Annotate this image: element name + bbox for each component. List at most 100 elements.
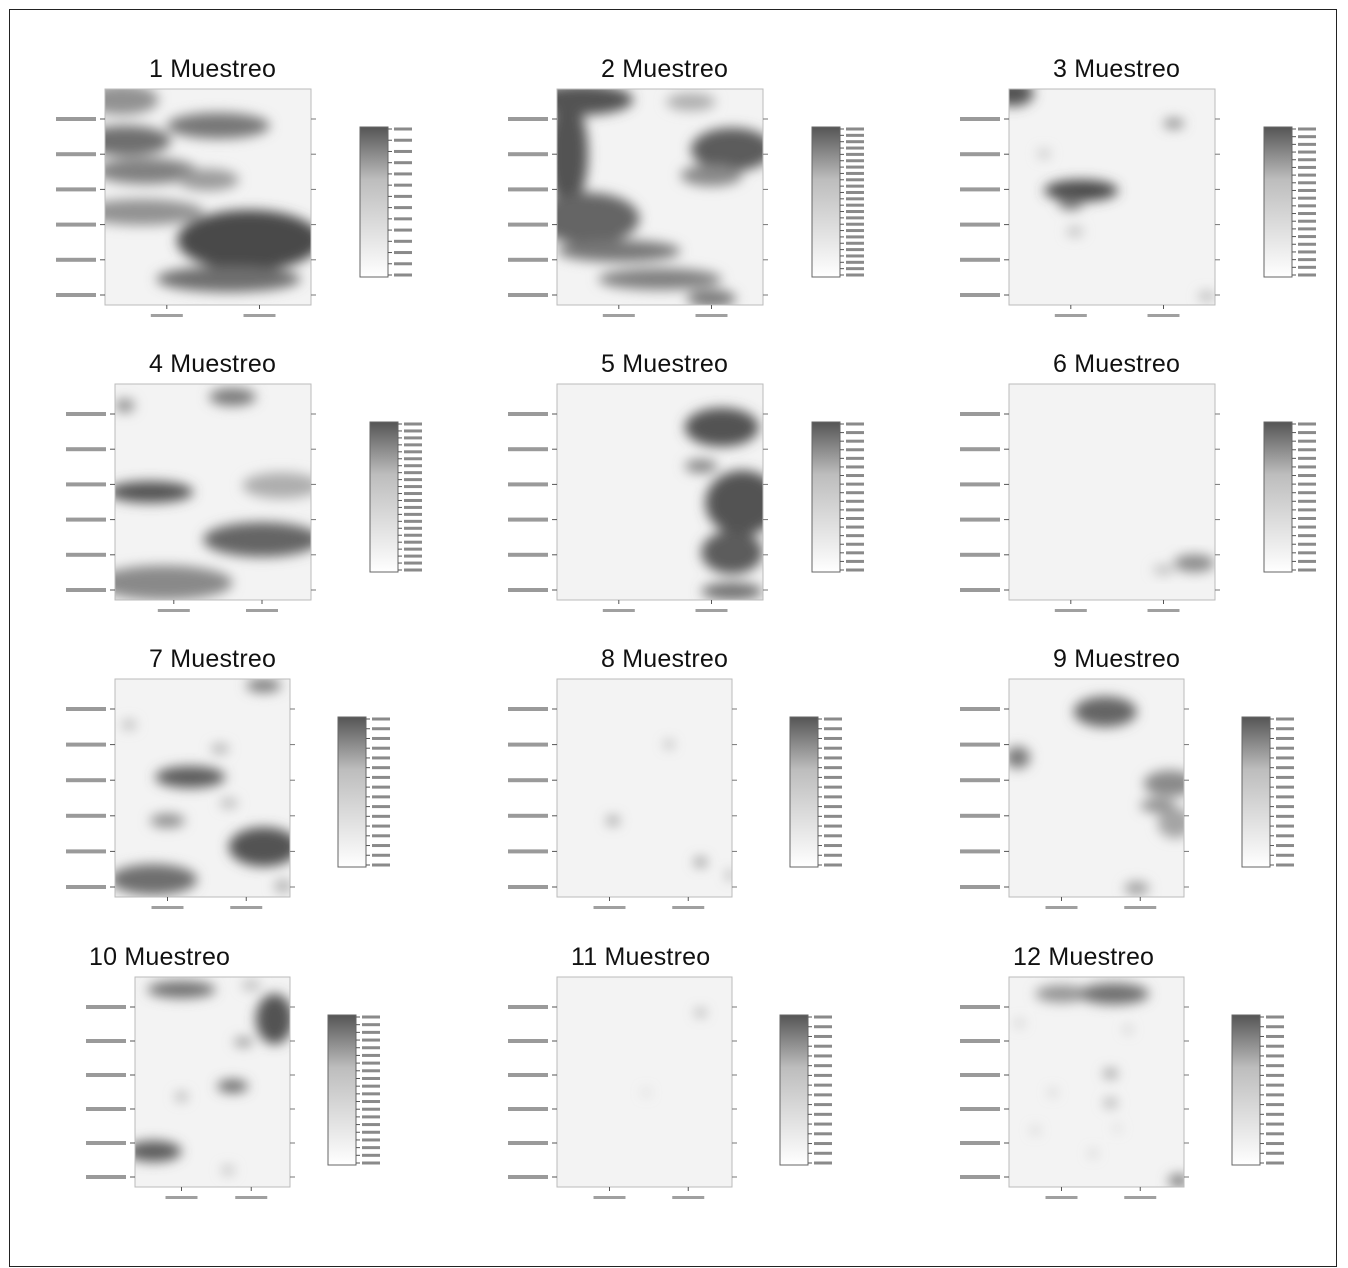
heatmap-plot bbox=[960, 88, 1220, 317]
colorbar-tick-label bbox=[846, 482, 864, 486]
colorbar-tick-label bbox=[394, 172, 412, 176]
colorbar-gradient bbox=[1231, 1014, 1261, 1166]
y-tick-label bbox=[66, 588, 106, 592]
colorbar-tick-label bbox=[362, 1046, 380, 1050]
heatmap-plot bbox=[86, 976, 295, 1199]
colorbar-tick-label bbox=[1298, 448, 1316, 452]
colorbar bbox=[1241, 716, 1294, 868]
colorbar-tick-label bbox=[394, 194, 412, 198]
colorbar-tick-label bbox=[372, 844, 390, 848]
colorbar-tick-label bbox=[1276, 775, 1294, 779]
colorbar-tick-label bbox=[1298, 150, 1316, 154]
y-tick-label bbox=[960, 1073, 1000, 1077]
heat-blob bbox=[686, 289, 737, 305]
colorbar-tick-label bbox=[814, 1132, 832, 1136]
heat-blob bbox=[1114, 1125, 1121, 1132]
y-tick-label bbox=[960, 257, 1000, 262]
colorbar-tick-label bbox=[814, 1093, 832, 1097]
y-tick-label bbox=[508, 1141, 548, 1145]
x-tick-label bbox=[246, 609, 278, 612]
heat-blob bbox=[115, 565, 233, 600]
panel-7: 7 Muestreo bbox=[1, 591, 453, 909]
y-tick-label bbox=[960, 293, 1000, 297]
colorbar-tick-label bbox=[1298, 250, 1316, 254]
plot-frame bbox=[134, 976, 291, 1188]
plot-background bbox=[1009, 89, 1215, 305]
colorbar-tick-label bbox=[1298, 188, 1316, 192]
colorbar-tick-label bbox=[1298, 235, 1316, 239]
colorbar-tick-label bbox=[824, 775, 842, 779]
y-tick-label bbox=[960, 742, 1000, 747]
plot-frame bbox=[1008, 678, 1185, 898]
heat-blob bbox=[115, 481, 194, 503]
colorbar-tick-label bbox=[1266, 1161, 1284, 1165]
heat-blob bbox=[1037, 149, 1051, 159]
colorbar-tick-label bbox=[394, 217, 412, 221]
colorbar-tick-label bbox=[814, 1103, 832, 1107]
colorbar-tick-label bbox=[846, 152, 864, 156]
colorbar-tick-label bbox=[404, 554, 422, 558]
heat-blob bbox=[1163, 119, 1185, 128]
plot-frame bbox=[556, 976, 733, 1188]
colorbar-tick-label bbox=[1266, 1034, 1284, 1038]
colorbar-tick-label bbox=[1298, 422, 1316, 426]
colorbar-tick-label bbox=[362, 1107, 380, 1111]
colorbar-tick-label bbox=[372, 756, 390, 760]
colorbar-tick-label bbox=[372, 824, 390, 828]
y-tick-label bbox=[960, 1175, 1000, 1179]
colorbar bbox=[1231, 1014, 1284, 1166]
heat-blob bbox=[680, 164, 743, 187]
y-tick-label bbox=[86, 1141, 126, 1145]
heat-blob bbox=[241, 981, 261, 990]
y-tick-label bbox=[56, 117, 96, 121]
colorbar-tick-label bbox=[846, 267, 864, 271]
panel-11: 11 Muestreo bbox=[453, 889, 905, 1199]
heat-blob bbox=[1173, 554, 1215, 572]
colorbar-tick-label bbox=[1276, 717, 1294, 721]
colorbar-tick-label bbox=[814, 1142, 832, 1146]
x-tick-label bbox=[672, 1196, 705, 1199]
colorbar-tick-label bbox=[404, 471, 422, 475]
heat-blob bbox=[150, 814, 185, 828]
colorbar-tick-label bbox=[394, 138, 412, 142]
y-tick-label bbox=[960, 517, 1000, 522]
heatmap-plot bbox=[508, 976, 737, 1199]
colorbar-tick-label bbox=[1266, 1044, 1284, 1048]
colorbar-tick-label bbox=[846, 254, 864, 258]
heatmap-plot bbox=[66, 383, 316, 612]
x-tick-label bbox=[157, 609, 190, 612]
colorbar-tick-label bbox=[814, 1044, 832, 1048]
colorbar-tick-label bbox=[1298, 204, 1316, 208]
y-tick-label bbox=[508, 885, 548, 889]
colorbar-tick-label bbox=[814, 1073, 832, 1077]
heatmap-plot bbox=[508, 88, 768, 317]
colorbar-tick-label bbox=[846, 178, 864, 182]
y-tick-label bbox=[66, 552, 106, 557]
colorbar-tick-label bbox=[824, 756, 842, 760]
colorbar-tick-label bbox=[404, 533, 422, 537]
colorbar-tick-label bbox=[1276, 814, 1294, 818]
panel-6: 6 Muestreo bbox=[905, 296, 1348, 612]
heat-blob bbox=[1124, 881, 1149, 895]
panel-title: 4 Muestreo bbox=[149, 350, 277, 378]
colorbar-gradient bbox=[1263, 421, 1293, 573]
y-tick-label bbox=[66, 482, 106, 487]
y-tick-label bbox=[56, 187, 96, 192]
colorbar-tick-label bbox=[362, 1146, 380, 1150]
colorbar-tick-label bbox=[372, 766, 390, 770]
colorbar-tick-label bbox=[1298, 431, 1316, 435]
heat-blob bbox=[105, 199, 204, 226]
heat-blob bbox=[1103, 1098, 1118, 1108]
heatmap-plot bbox=[508, 678, 737, 909]
heat-blob bbox=[1015, 1020, 1024, 1027]
y-tick-label bbox=[960, 412, 1000, 416]
colorbar-tick-label bbox=[362, 1153, 380, 1157]
panel-9: 9 Muestreo bbox=[905, 591, 1348, 909]
colorbar-tick-label bbox=[1266, 1122, 1284, 1126]
colorbar-tick-label bbox=[824, 844, 842, 848]
y-tick-label bbox=[960, 813, 1000, 818]
heat-blob bbox=[175, 1092, 188, 1101]
x-tick-label bbox=[1124, 906, 1157, 909]
colorbar-tick-label bbox=[814, 1083, 832, 1087]
colorbar-tick-label bbox=[394, 273, 412, 277]
